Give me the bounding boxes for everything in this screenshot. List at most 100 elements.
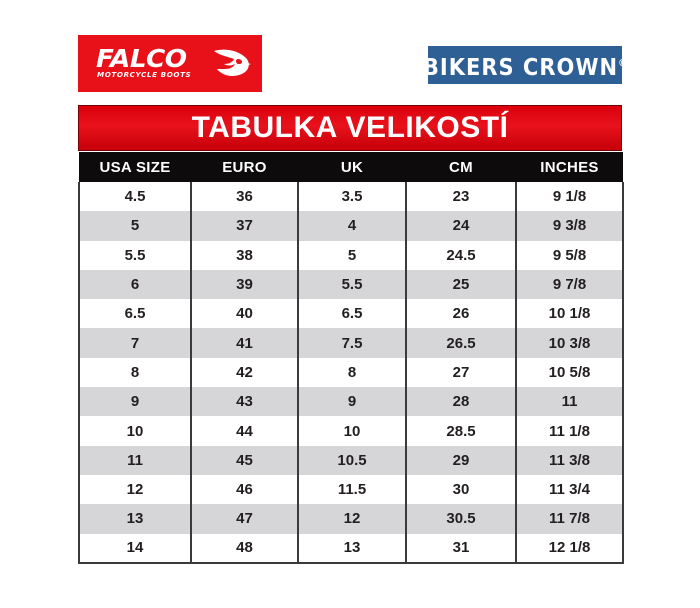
cell-euro: 37 bbox=[190, 211, 298, 241]
table-header: USA SIZE EURO UK CM INCHES bbox=[79, 152, 623, 182]
bikers-crown-wordmark: BIKERS CROWN bbox=[428, 53, 619, 81]
cell-usa-size: 9 bbox=[78, 387, 191, 417]
table-row: 6.5 40 6.5 26 10 1/8 bbox=[78, 299, 624, 329]
cell-cm: 29 bbox=[405, 445, 516, 475]
cell-euro: 38 bbox=[190, 240, 298, 270]
cell-inches: 9 5/8 bbox=[515, 240, 624, 270]
cell-inches: 9 3/8 bbox=[515, 211, 624, 241]
table-row: 8 42 8 27 10 5/8 bbox=[78, 357, 624, 388]
cell-inches: 9 1/8 bbox=[515, 182, 624, 212]
cell-euro: 44 bbox=[190, 416, 298, 446]
cell-inches: 11 1/8 bbox=[515, 416, 624, 446]
cell-cm: 31 bbox=[405, 533, 516, 564]
cell-cm: 28.5 bbox=[405, 416, 516, 446]
cell-euro: 39 bbox=[190, 269, 298, 300]
cell-cm: 23 bbox=[405, 182, 516, 212]
cell-uk: 9 bbox=[297, 387, 406, 417]
cell-uk: 12 bbox=[297, 504, 406, 534]
cell-usa-size: 11 bbox=[78, 445, 191, 475]
cell-euro: 36 bbox=[190, 182, 298, 212]
falcon-head-icon bbox=[208, 47, 252, 81]
cell-cm: 26.5 bbox=[405, 328, 516, 358]
table-row: 5 37 4 24 9 3/8 bbox=[78, 211, 624, 241]
cell-usa-size: 14 bbox=[78, 533, 191, 564]
cell-uk: 6.5 bbox=[297, 299, 406, 329]
cell-uk: 5 bbox=[297, 240, 406, 270]
table-row: 12 46 11.5 30 11 3/4 bbox=[78, 474, 624, 505]
cell-inches: 9 7/8 bbox=[515, 269, 624, 300]
falco-logo-inner: FALCO MOTORCYCLE BOOTS bbox=[94, 43, 251, 83]
table-row: 9 43 9 28 11 bbox=[78, 387, 624, 417]
table-row: 4.5 36 3.5 23 9 1/8 bbox=[78, 182, 624, 212]
cell-cm: 30 bbox=[405, 474, 516, 505]
cell-usa-size: 12 bbox=[78, 474, 191, 505]
cell-usa-size: 6 bbox=[78, 269, 191, 300]
cell-euro: 40 bbox=[190, 299, 298, 329]
cell-euro: 47 bbox=[190, 504, 298, 534]
table-row: 11 45 10.5 29 11 3/8 bbox=[78, 445, 624, 475]
size-conversion-table: USA SIZE EURO UK CM INCHES 4.5 36 3.5 23 9 1… bbox=[78, 152, 624, 564]
cell-cm: 27 bbox=[405, 357, 516, 388]
table-row: 14 48 13 31 12 1/8 bbox=[78, 533, 624, 564]
logo-row: FALCO MOTORCYCLE BOOTS BIKERS CROWN® bbox=[78, 35, 622, 93]
falco-tagline: MOTORCYCLE BOOTS bbox=[97, 70, 192, 79]
column-header-uk: UK bbox=[298, 152, 406, 182]
cell-usa-size: 5 bbox=[78, 211, 191, 241]
cell-cm: 24.5 bbox=[405, 240, 516, 270]
cell-uk: 13 bbox=[297, 533, 406, 564]
cell-euro: 41 bbox=[190, 328, 298, 358]
cell-uk: 4 bbox=[297, 211, 406, 241]
bikers-crown-brand-name: BIKERS CROWN® bbox=[428, 51, 622, 79]
cell-euro: 46 bbox=[190, 474, 298, 505]
column-header-usa-size: USA SIZE bbox=[79, 152, 191, 182]
cell-uk: 10.5 bbox=[297, 445, 406, 475]
cell-cm: 28 bbox=[405, 387, 516, 417]
cell-inches: 11 7/8 bbox=[515, 504, 624, 534]
registered-trademark-icon: ® bbox=[618, 58, 622, 69]
cell-uk: 11.5 bbox=[297, 474, 406, 505]
cell-euro: 42 bbox=[190, 357, 298, 388]
cell-inches: 10 3/8 bbox=[515, 328, 624, 358]
cell-euro: 43 bbox=[190, 387, 298, 417]
cell-inches: 12 1/8 bbox=[515, 533, 624, 564]
cell-usa-size: 5.5 bbox=[78, 240, 191, 270]
table-row: 13 47 12 30.5 11 7/8 bbox=[78, 504, 624, 534]
cell-cm: 24 bbox=[405, 211, 516, 241]
falco-brand-name: FALCO bbox=[96, 43, 187, 73]
cell-usa-size: 6.5 bbox=[78, 299, 191, 329]
cell-usa-size: 10 bbox=[78, 416, 191, 446]
table-body: 4.5 36 3.5 23 9 1/8 5 37 4 24 9 3/8 5.5 38 5 24.5 9 5/… bbox=[78, 182, 624, 564]
column-header-cm: CM bbox=[406, 152, 516, 182]
cell-usa-size: 4.5 bbox=[78, 182, 191, 212]
column-header-inches: INCHES bbox=[516, 152, 623, 182]
bikers-crown-logo: BIKERS CROWN® bbox=[428, 46, 622, 84]
table-row: 5.5 38 5 24.5 9 5/8 bbox=[78, 240, 624, 270]
cell-uk: 7.5 bbox=[297, 328, 406, 358]
cell-uk: 8 bbox=[297, 357, 406, 388]
table-row: 6 39 5.5 25 9 7/8 bbox=[78, 269, 624, 300]
cell-usa-size: 13 bbox=[78, 504, 191, 534]
page-title: TABULKA VELIKOSTÍ bbox=[191, 111, 509, 144]
cell-inches: 11 3/8 bbox=[515, 445, 624, 475]
cell-euro: 45 bbox=[190, 445, 298, 475]
cell-euro: 48 bbox=[190, 533, 298, 564]
table-header-row: USA SIZE EURO UK CM INCHES bbox=[79, 152, 623, 182]
cell-usa-size: 7 bbox=[78, 328, 191, 358]
table-row: 7 41 7.5 26.5 10 3/8 bbox=[78, 328, 624, 358]
cell-uk: 3.5 bbox=[297, 182, 406, 212]
cell-inches: 11 3/4 bbox=[515, 474, 624, 505]
cell-uk: 10 bbox=[297, 416, 406, 446]
cell-inches: 10 5/8 bbox=[515, 357, 624, 388]
column-header-euro: EURO bbox=[191, 152, 298, 182]
chart-title-banner: TABULKA VELIKOSTÍ bbox=[78, 105, 622, 151]
cell-cm: 26 bbox=[405, 299, 516, 329]
cell-inches: 11 bbox=[515, 387, 624, 417]
cell-uk: 5.5 bbox=[297, 269, 406, 300]
cell-usa-size: 8 bbox=[78, 357, 191, 388]
table-row: 10 44 10 28.5 11 1/8 bbox=[78, 416, 624, 446]
cell-inches: 10 1/8 bbox=[515, 299, 624, 329]
falco-logo: FALCO MOTORCYCLE BOOTS bbox=[78, 35, 262, 92]
cell-cm: 30.5 bbox=[405, 504, 516, 534]
cell-cm: 25 bbox=[405, 269, 516, 300]
